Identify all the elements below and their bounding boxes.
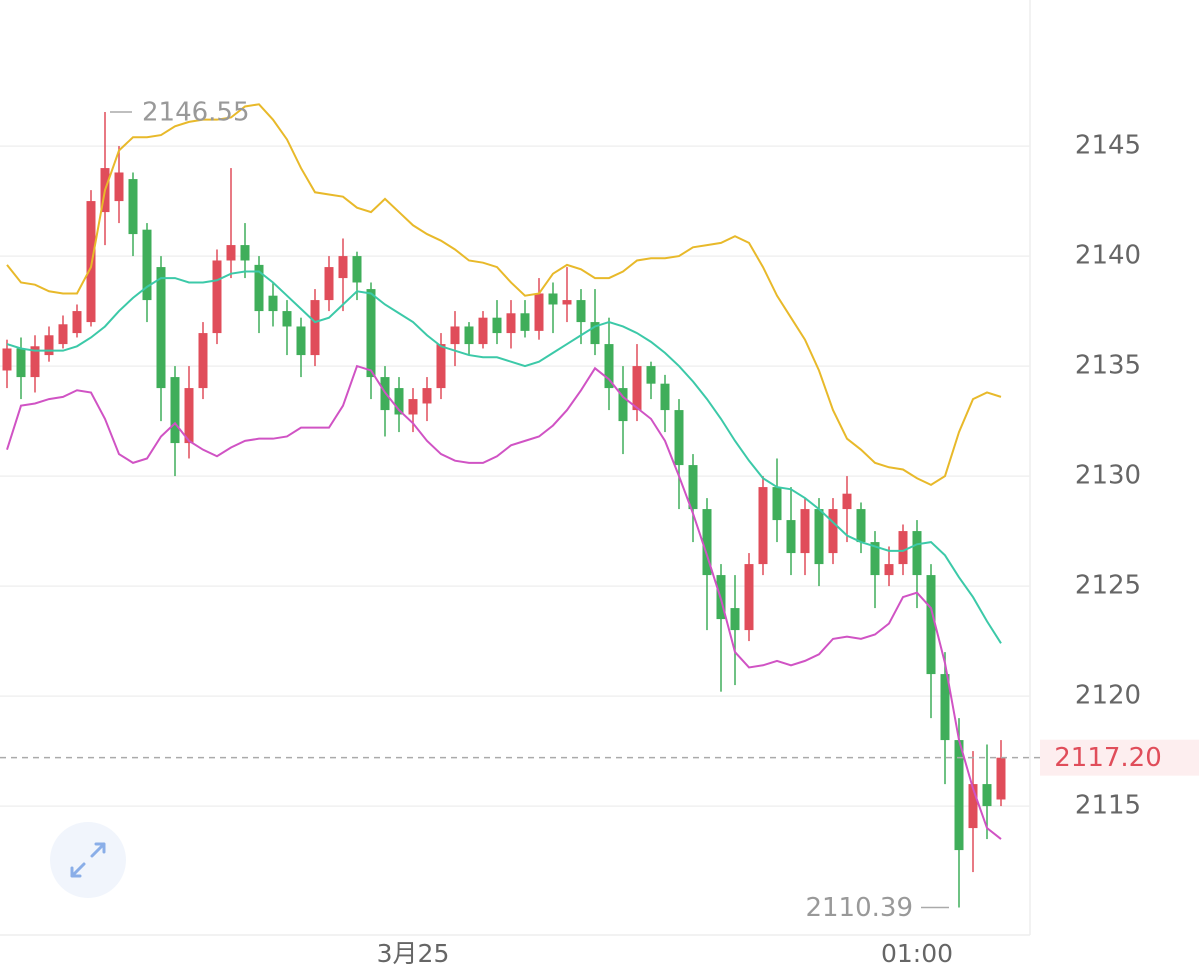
- candle-body: [198, 333, 208, 389]
- candle-body: [72, 311, 82, 334]
- x-tick-label: 3月25: [377, 939, 450, 968]
- candle-body: [506, 313, 516, 334]
- candle-body: [618, 388, 628, 422]
- candle-body: [338, 256, 348, 279]
- candle-body: [324, 267, 334, 301]
- candle-body: [254, 264, 264, 312]
- expand-bg[interactable]: [50, 822, 126, 898]
- candle-body: [2, 348, 12, 371]
- candle-body: [730, 608, 740, 631]
- candle-body: [926, 575, 936, 675]
- y-tick-label: 2115: [1075, 791, 1141, 821]
- band-line: [6, 364, 1002, 840]
- candle-body: [870, 542, 880, 576]
- candle-body: [982, 784, 992, 807]
- max-label: 2146.55: [142, 97, 250, 127]
- x-tick-label: 01:00: [881, 939, 953, 968]
- candle-body: [44, 335, 54, 356]
- candle-body: [520, 313, 530, 331]
- candle-body: [562, 300, 572, 305]
- candle-body: [576, 300, 586, 323]
- candle-body: [240, 245, 250, 261]
- candle-body: [996, 757, 1006, 800]
- candle-body: [940, 674, 950, 741]
- candle-body: [828, 509, 838, 554]
- candle-body: [660, 383, 670, 411]
- candle-body: [814, 509, 824, 565]
- candle-body: [422, 388, 432, 404]
- candle-body: [604, 344, 614, 389]
- band-line: [6, 103, 1002, 487]
- candle-body: [58, 324, 68, 345]
- candle-body: [856, 509, 866, 543]
- candle-body: [170, 377, 180, 444]
- candle-body: [646, 366, 656, 384]
- candle-body: [184, 388, 194, 444]
- candle-body: [128, 179, 138, 235]
- candle-body: [478, 317, 488, 345]
- candle-body: [464, 326, 474, 345]
- y-tick-label: 2135: [1075, 351, 1141, 381]
- candle-body: [912, 531, 922, 576]
- candle-body: [688, 465, 698, 510]
- candle-body: [226, 245, 236, 261]
- expand-button[interactable]: [50, 822, 126, 898]
- candle-body: [450, 326, 460, 345]
- expand-icon[interactable]: [70, 842, 106, 878]
- y-tick-label: 2125: [1075, 571, 1141, 601]
- candle-body: [590, 322, 600, 345]
- candle-body: [408, 399, 418, 415]
- candle-body: [16, 348, 26, 378]
- candle-body: [800, 509, 810, 554]
- candle-body: [702, 509, 712, 576]
- y-tick-label: 2145: [1075, 131, 1141, 161]
- candle-body: [114, 172, 124, 202]
- candle-body: [968, 784, 978, 829]
- candle-body: [268, 295, 278, 312]
- last-price-label: 2117.20: [1054, 743, 1162, 773]
- candle-body: [758, 487, 768, 565]
- candle-body: [282, 311, 292, 327]
- last-price-box: [1040, 739, 1199, 776]
- y-tick-label: 2140: [1075, 241, 1141, 271]
- candle-body: [884, 564, 894, 576]
- candle-body: [212, 260, 222, 334]
- candle-body: [674, 410, 684, 466]
- y-tick-label: 2120: [1075, 681, 1141, 711]
- candle-body: [492, 317, 502, 334]
- candle-body: [142, 229, 152, 301]
- candle-body: [786, 520, 796, 554]
- candle-body: [548, 293, 558, 305]
- candle-body: [744, 564, 754, 631]
- candle-body: [394, 388, 404, 415]
- candle-body: [352, 256, 362, 283]
- candle-body: [366, 289, 376, 378]
- candle-body: [954, 740, 964, 851]
- min-label: 2110.39: [805, 893, 913, 923]
- candle-body: [436, 344, 446, 389]
- grid: [0, 145, 1030, 807]
- candle-body: [898, 531, 908, 565]
- band-line: [6, 270, 1002, 644]
- candle-body: [842, 493, 852, 510]
- candle-body: [772, 487, 782, 521]
- candle-body: [632, 366, 642, 411]
- candle-body: [30, 346, 40, 378]
- candle-body: [296, 326, 306, 356]
- candle-body: [310, 300, 320, 356]
- y-tick-label: 2130: [1075, 461, 1141, 491]
- candle-body: [156, 267, 166, 389]
- candle-body: [534, 293, 544, 331]
